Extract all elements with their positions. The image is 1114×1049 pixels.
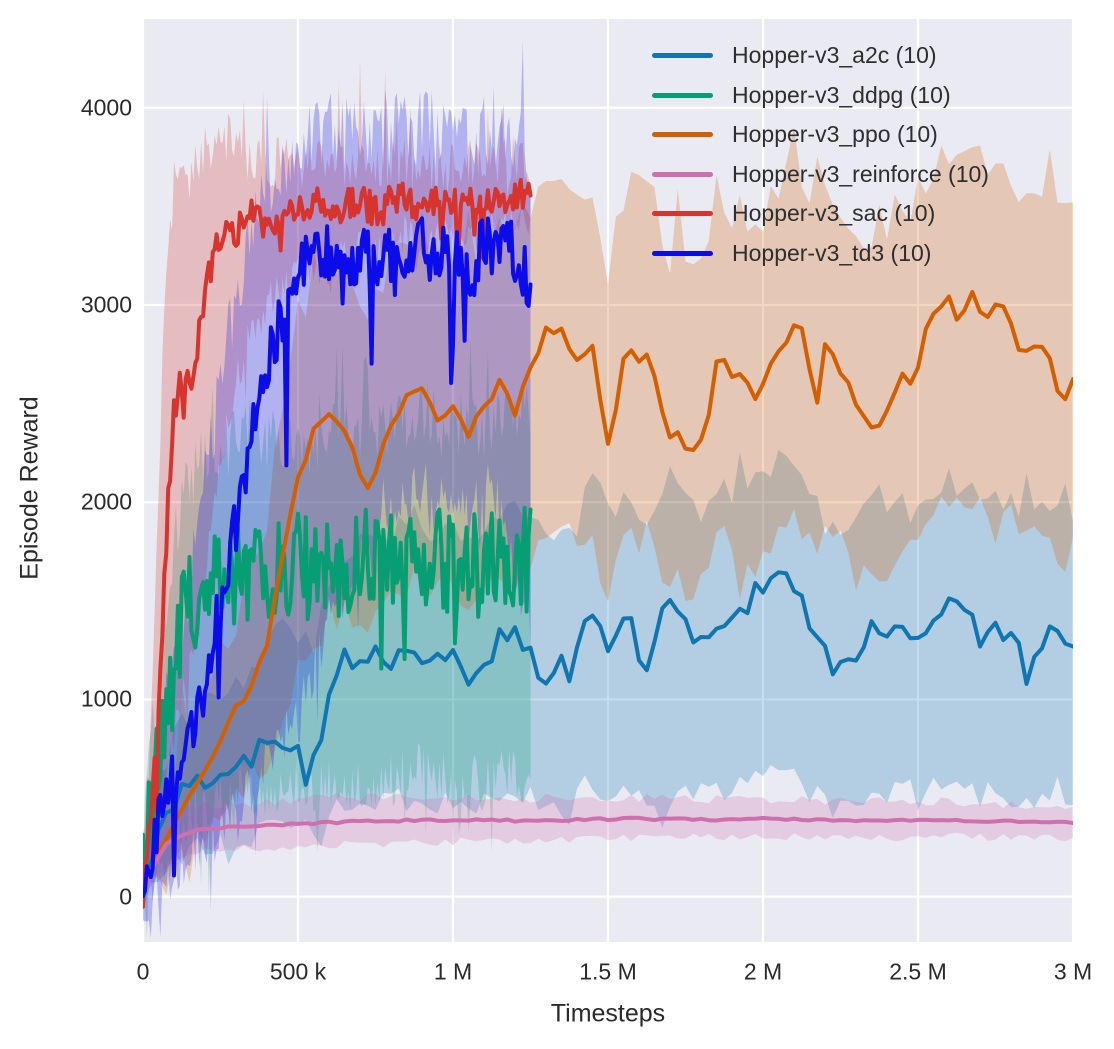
x-tick-0: 0 — [136, 958, 150, 985]
y-tick-4000: 4000 — [80, 94, 132, 121]
legend-item-ddpg: Hopper-v3_ddpg (10) — [652, 76, 989, 116]
x-tick-1M: 1 M — [433, 958, 473, 985]
legend-item-td3: Hopper-v3_td3 (10) — [652, 234, 989, 274]
y-tick-0: 0 — [119, 883, 132, 910]
legend-label-sac: Hopper-v3_sac (10) — [732, 200, 936, 227]
legend-label-ppo: Hopper-v3_ppo (10) — [732, 121, 938, 148]
x-tick-500k: 500 k — [269, 958, 327, 985]
legend-label-ddpg: Hopper-v3_ddpg (10) — [732, 81, 951, 108]
x-tick-1.5M: 1.5 M — [579, 958, 637, 985]
y-tick-3000: 3000 — [80, 291, 132, 318]
legend-item-ppo: Hopper-v3_ppo (10) — [652, 115, 989, 155]
x-tick-2.5M: 2.5 M — [889, 958, 947, 985]
legend-swatch-ppo — [652, 132, 713, 138]
legend-item-reinforce: Hopper-v3_reinforce (10) — [652, 155, 989, 195]
legend-label-td3: Hopper-v3_td3 (10) — [732, 239, 932, 266]
legend-swatch-reinforce — [652, 171, 713, 177]
legend-item-a2c: Hopper-v3_a2c (10) — [652, 36, 989, 76]
series-ppo-band — [143, 126, 1073, 905]
x-tick-3M: 3 M — [1053, 958, 1093, 985]
legend-swatch-td3 — [652, 250, 713, 256]
legend-label-reinforce: Hopper-v3_reinforce (10) — [732, 160, 989, 187]
x-tick-2M: 2 M — [743, 958, 783, 985]
y-tick-1000: 1000 — [80, 685, 132, 712]
x-axis-label: Timesteps — [550, 999, 666, 1028]
legend-item-sac: Hopper-v3_sac (10) — [652, 194, 989, 234]
legend-swatch-ddpg — [652, 92, 713, 98]
series-a2c-line — [143, 570, 1073, 881]
legend-swatch-sac — [652, 211, 713, 217]
series-sac-band — [143, 61, 531, 895]
legend-swatch-a2c — [652, 53, 713, 59]
series-sac-line — [143, 177, 533, 909]
series-ddpg-line — [143, 505, 533, 879]
y-axis-label: Episode Reward — [15, 396, 44, 580]
series-ppo-line — [143, 289, 1073, 892]
y-tick-2000: 2000 — [80, 488, 132, 515]
series-reinforce-line — [143, 815, 1073, 897]
legend-label-a2c: Hopper-v3_a2c (10) — [732, 42, 937, 69]
series-td3-line — [143, 216, 533, 899]
legend: Hopper-v3_a2c (10) Hopper-v3_ddpg (10) Hop… — [652, 36, 989, 273]
